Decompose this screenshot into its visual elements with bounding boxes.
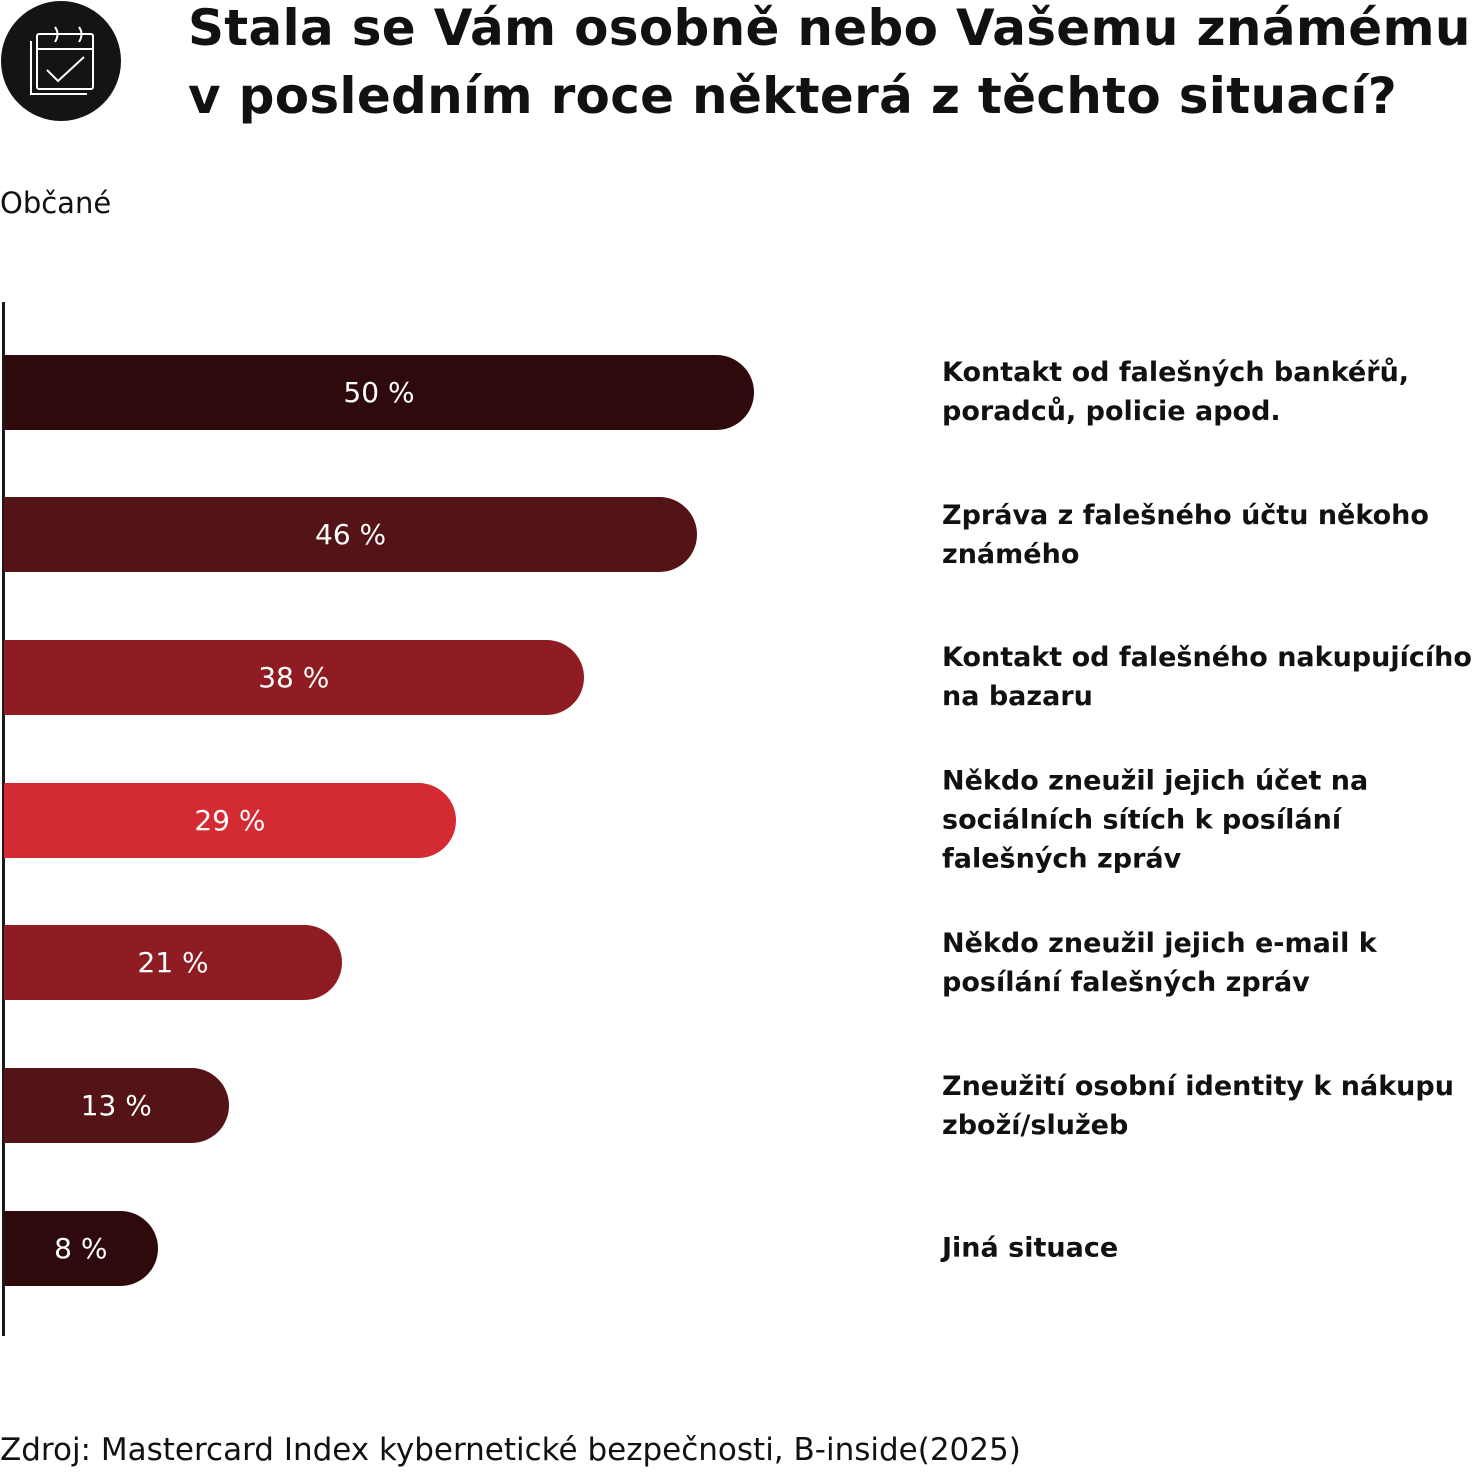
category-label: Někdo zneužil jejich účet na sociálních … bbox=[942, 765, 1369, 875]
data-label: 13 % bbox=[80, 1089, 152, 1122]
bar: 13 % bbox=[4, 1068, 229, 1143]
category-label: Kontakt od falešného nakupujícího na baz… bbox=[942, 642, 1472, 713]
source-note: Zdroj: Mastercard Index kybernetické bez… bbox=[0, 1432, 1021, 1468]
bar: 29 % bbox=[4, 782, 456, 858]
bar: 50 % bbox=[4, 354, 754, 430]
category-label: Jiná situace bbox=[942, 1232, 1119, 1264]
data-label: 38 % bbox=[258, 660, 330, 694]
bar: 8 % bbox=[4, 1210, 158, 1286]
data-label: 21 % bbox=[137, 946, 209, 980]
calendar-check-icon bbox=[1, 1, 121, 121]
chart-subtitle: Občané bbox=[0, 186, 112, 220]
y-axis-line bbox=[2, 302, 5, 1336]
bar: 46 % bbox=[4, 497, 698, 573]
category-label: Někdo zneužil jejich e-mail k posílání f… bbox=[942, 927, 1377, 998]
data-label: 29 % bbox=[194, 803, 266, 837]
category-label: Zpráva z falešného účtu někoho známého bbox=[942, 499, 1429, 570]
data-label: 50 % bbox=[343, 375, 415, 409]
data-label: 46 % bbox=[315, 518, 387, 552]
bar: 38 % bbox=[4, 639, 584, 715]
category-label: Zneužití osobní identity k nákupu zboží/… bbox=[942, 1070, 1454, 1141]
category-label: Kontakt od falešných bankéřů, poradců, p… bbox=[942, 357, 1410, 427]
bar: 21 % bbox=[4, 925, 343, 1001]
chart-title: Stala se Vám osobně nebo Vašemu známému … bbox=[188, 0, 1471, 125]
data-label: 8 % bbox=[54, 1231, 108, 1265]
